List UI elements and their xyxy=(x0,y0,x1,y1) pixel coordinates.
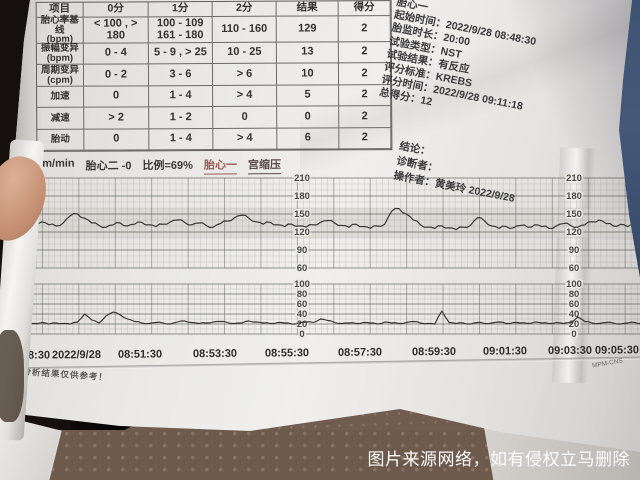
time-label: 09:03:30 xyxy=(547,344,593,358)
y-tick-label: 60 xyxy=(569,263,580,274)
ctg-chart: 2102102101801801801501501501201201209090… xyxy=(0,166,640,366)
y-tick-label: 150 xyxy=(566,209,582,220)
table-cell-2pt: > 4 xyxy=(213,85,278,108)
table-cell-score: 2 xyxy=(338,16,391,43)
y-tick-label: 80 xyxy=(297,289,308,300)
table-cell-0pt: 0 xyxy=(84,86,150,108)
table-cell-2pt: > 4 xyxy=(213,128,278,151)
table-cell-result: 10 xyxy=(276,63,340,86)
table-cell-2pt: 10 - 25 xyxy=(212,42,277,65)
table-header-cell: 1分 xyxy=(148,2,213,18)
time-label: 08:57:30 xyxy=(337,346,383,359)
ctg-trace-svg: 2102102101801801801501501501201201209090… xyxy=(5,172,640,342)
table-cell-item: 周期变异 (cpm) xyxy=(36,64,85,87)
hand-shadow xyxy=(0,330,24,422)
y-tick-label: 0 xyxy=(299,329,304,340)
y-tick-label: 0 xyxy=(571,329,576,340)
table-cell-result: 0 xyxy=(277,106,340,129)
time-label: 09:05:30 xyxy=(594,344,640,357)
paper-crease xyxy=(300,0,640,170)
y-tick-label: 40 xyxy=(297,309,308,320)
y-tick-label: 90 xyxy=(297,245,308,256)
table-cell-1pt: 5 - 9 , > 25 xyxy=(148,43,213,65)
table-header-cell: 得分 xyxy=(338,1,391,17)
table-cell-0pt: 0 - 4 xyxy=(83,43,149,65)
table-cell-2pt: > 6 xyxy=(212,63,278,87)
y-tick-label: 60 xyxy=(569,299,580,310)
table-cell-0pt: 0 xyxy=(84,129,150,151)
trace-宫缩压 xyxy=(5,310,640,326)
time-label: 09:01:30 xyxy=(482,345,528,358)
chart-panel-TOCO: 100100100808080606060404040202020000 xyxy=(5,278,640,342)
table-cell-0pt: 0 - 2 xyxy=(83,64,150,87)
y-tick-label: 180 xyxy=(566,191,582,202)
table-cell-1pt: 100 - 109 161 - 180 xyxy=(148,17,213,44)
table-cell-item: 加速 xyxy=(37,86,85,108)
y-tick-label: 20 xyxy=(569,319,580,330)
y-tick-label: 210 xyxy=(566,173,582,184)
table-cell-0pt: < 100 , > 180 xyxy=(83,17,149,44)
time-label: 08:59:30 xyxy=(411,345,457,359)
normal-range-band xyxy=(6,208,640,238)
table-header-cell: 结果 xyxy=(276,1,339,17)
table-cell-result: 5 xyxy=(277,85,340,107)
table-cell-1pt: 3 - 6 xyxy=(148,64,214,87)
y-tick-label: 20 xyxy=(297,319,308,330)
table-cell-item: 减速 xyxy=(37,107,85,130)
table-cell-2pt: 110 - 160 xyxy=(212,16,277,44)
table-cell-result: 13 xyxy=(276,42,339,64)
y-tick-label: 120 xyxy=(566,227,582,238)
y-tick-label: 100 xyxy=(294,279,310,290)
y-tick-label: 150 xyxy=(294,209,310,220)
table-cell-result: 6 xyxy=(277,128,340,150)
table-cell-score: 2 xyxy=(338,42,391,64)
table-cell-item: 胎心率基线 (bpm) xyxy=(36,14,84,45)
krebs-score-table: 项目 0分 1分 2分 结果 得分 胎心率基线 (bpm) < 100 , > 180 100 … xyxy=(35,0,393,152)
table-cell-0pt: > 2 xyxy=(84,107,150,130)
y-tick-label: 60 xyxy=(297,299,308,310)
y-tick-label: 60 xyxy=(297,263,308,274)
table-cell-result: 129 xyxy=(276,16,339,43)
trace-胎心一 xyxy=(5,207,640,231)
y-tick-label: 210 xyxy=(294,173,310,184)
time-label: 08:53:30 xyxy=(192,347,238,361)
y-tick-label: 100 xyxy=(566,279,582,290)
table-cell-item: 胎动 xyxy=(37,129,85,151)
table-cell-1pt: 1 - 2 xyxy=(149,107,214,130)
watermark-text: 图片来源网络，如有侵权立马删除 xyxy=(367,450,630,469)
y-tick-label: 120 xyxy=(294,227,310,238)
y-tick-label: 180 xyxy=(294,191,310,202)
chart-panel-FHR: 2102102101801801801501501501201201209090… xyxy=(5,172,640,276)
time-label: 08:55:30 xyxy=(264,347,310,360)
y-tick-label: 80 xyxy=(569,289,580,300)
table-cell-item: 振幅变异 (bpm) xyxy=(36,43,84,65)
table-cell-1pt: 1 - 4 xyxy=(149,129,214,151)
time-label: 08:51:30 xyxy=(117,348,163,361)
time-label: 2022/9/28 xyxy=(51,348,101,362)
table-header-cell: 0分 xyxy=(83,2,149,18)
table-cell-1pt: 1 - 4 xyxy=(149,86,214,108)
y-tick-label: 90 xyxy=(569,245,580,256)
table-header-cell: 2分 xyxy=(212,1,277,18)
table-cell-2pt: 0 xyxy=(213,106,278,130)
